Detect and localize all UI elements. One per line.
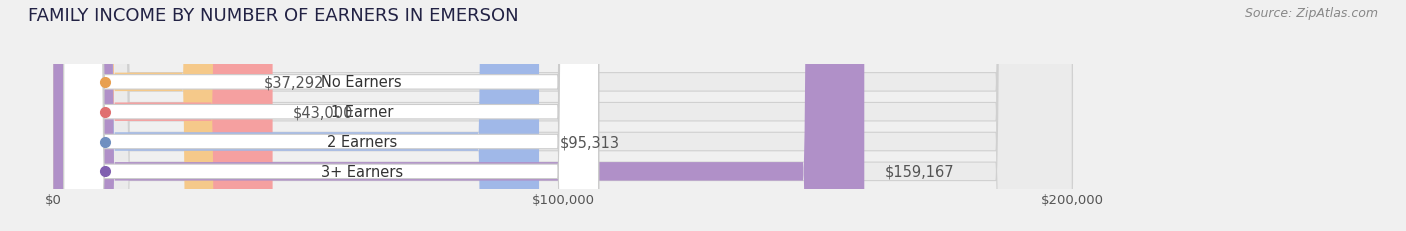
FancyBboxPatch shape [53,0,243,231]
FancyBboxPatch shape [53,0,1073,231]
FancyBboxPatch shape [63,0,599,231]
FancyBboxPatch shape [53,0,273,231]
FancyBboxPatch shape [53,0,1073,231]
FancyBboxPatch shape [63,0,599,231]
Text: 2 Earners: 2 Earners [326,134,396,149]
Text: $159,167: $159,167 [884,164,955,179]
Text: $95,313: $95,313 [560,134,620,149]
FancyBboxPatch shape [63,0,599,231]
Text: Source: ZipAtlas.com: Source: ZipAtlas.com [1244,7,1378,20]
Text: $43,000: $43,000 [292,105,353,120]
FancyBboxPatch shape [53,0,538,231]
FancyBboxPatch shape [63,0,599,231]
Text: FAMILY INCOME BY NUMBER OF EARNERS IN EMERSON: FAMILY INCOME BY NUMBER OF EARNERS IN EM… [28,7,519,25]
FancyBboxPatch shape [53,0,1073,231]
Text: 1 Earner: 1 Earner [330,105,392,120]
Text: $37,292: $37,292 [264,75,325,90]
FancyBboxPatch shape [53,0,1073,231]
Text: No Earners: No Earners [322,75,402,90]
Text: 3+ Earners: 3+ Earners [321,164,402,179]
FancyBboxPatch shape [53,0,865,231]
